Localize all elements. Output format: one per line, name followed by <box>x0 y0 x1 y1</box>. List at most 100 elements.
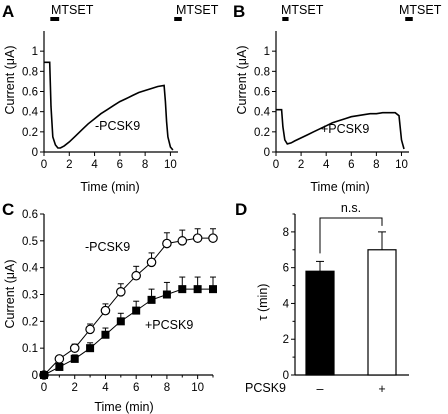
panel-d-y-tick-label: 8 <box>283 227 289 239</box>
panel-c-filled-line <box>43 288 213 376</box>
panel-a-trace <box>44 61 174 151</box>
panel-c-open-circle-point <box>192 233 203 243</box>
panel-c-open-circle-point <box>131 270 141 281</box>
panel-a-x-tick-label: 8 <box>142 159 148 171</box>
panel-b-mtset-bar <box>282 17 289 21</box>
panel-c: C Current (μA) Time (min) -PCSK9 +PCSK9 … <box>2 200 218 414</box>
panel-c-filled-square-point <box>55 362 64 371</box>
panel-c-filled-square-point <box>101 330 110 339</box>
panel-a-y-tick-label: 0.6 <box>22 87 38 99</box>
panel-d-y-tick-label: 2 <box>283 334 289 346</box>
panel-c-open-circle-point <box>100 305 111 316</box>
panel-b-annotation: +PCSK9 <box>321 122 369 136</box>
panel-c-x-tick-label: 10 <box>191 382 204 394</box>
panel-letter-a: A <box>2 2 14 21</box>
panel-c-y-tick-label: 0 <box>32 370 38 382</box>
panel-a-x-tick-label: 6 <box>117 159 123 171</box>
panel-b: B Current (μA) Time (min) +PCSK9 MTSET M… <box>233 2 442 194</box>
panel-c-x-tick-label: 0 <box>41 382 47 394</box>
panel-d-plot: 0 2 4 6 8 <box>283 213 409 382</box>
panel-c-filled-square-point <box>116 317 125 326</box>
panel-a-mtset-bar <box>50 17 60 21</box>
panel-c-x-tick-label: 6 <box>133 382 139 394</box>
panel-d-y-tick-label: 0 <box>283 370 289 382</box>
panel-d-ylabel: τ (min) <box>256 284 270 321</box>
panel-d-row-label: PCSK9 <box>245 381 286 395</box>
panel-b-x-tick-label: 8 <box>373 159 379 171</box>
panel-a-annotation: -PCSK9 <box>95 119 140 133</box>
panel-d: D τ (min) n.s. PCSK9 – + 0 2 4 6 8 <box>235 200 409 396</box>
panel-a: A Current (μA) Time (min) -PCSK9 MTSET M… <box>2 2 219 194</box>
panel-a-y-tick-label: 0.8 <box>22 66 38 78</box>
panel-a-plot: 00.20.40.60.810 2 4 6 8 10 <box>22 17 182 171</box>
panel-c-y-tick-label: 0.1 <box>22 343 38 355</box>
panel-b-x-tick-label: 4 <box>323 159 330 171</box>
panel-c-y-tick-label: 0.5 <box>22 236 38 248</box>
panel-c-filled-square-point <box>162 290 171 299</box>
panel-letter-d: D <box>235 200 247 219</box>
panel-c-filled-square-point <box>209 285 217 294</box>
panel-c-open-circle-point <box>177 236 188 246</box>
panel-c-open-circle-point <box>116 287 126 297</box>
panel-b-x-tick-label: 0 <box>273 159 279 171</box>
panel-c-filled-square-point <box>86 344 95 353</box>
panel-c-filled-square-point <box>40 371 48 379</box>
panel-d-bar-minus <box>305 270 335 376</box>
panel-c-open-circle-point <box>146 257 157 268</box>
panel-letter-b: B <box>233 2 245 21</box>
panel-letter-c: C <box>2 200 14 219</box>
panel-c-filled-square-point <box>70 354 79 363</box>
panel-c-open-circle-point <box>208 233 218 243</box>
panel-c-filled-square-point <box>193 285 202 294</box>
panel-c-annotation-filled: +PCSK9 <box>145 318 193 332</box>
panel-c-x-tick-label: 2 <box>72 382 78 394</box>
panel-b-y-tick-label: 1 <box>264 46 270 58</box>
panel-c-y-tick-label: 0.2 <box>22 316 38 328</box>
panel-c-filled-square-point <box>147 295 156 304</box>
panel-d-significance-bracket <box>319 217 383 254</box>
panel-a-ylabel: Current (μA) <box>3 45 17 114</box>
panel-a-mtset-label-right: MTSET <box>176 3 219 17</box>
panel-d-y-tick-label: 6 <box>283 263 289 275</box>
panel-b-mtset-bar <box>405 17 413 21</box>
panel-b-x-tick-label: 6 <box>348 159 354 171</box>
panel-d-y-tick-label: 4 <box>283 298 290 310</box>
panel-c-plot: 0 0.1 0.2 0.3 0.4 0.5 0.6 0 2 4 6 8 10 <box>22 209 218 394</box>
panel-b-y-tick-label: 0 <box>264 147 270 159</box>
panel-a-x-tick-label: 10 <box>164 159 177 171</box>
panel-c-open-circle-point <box>54 354 65 364</box>
panel-c-open-circle-point <box>69 343 80 353</box>
panel-b-mtset-label-left: MTSET <box>281 3 324 17</box>
panel-a-x-tick-label: 0 <box>41 159 47 171</box>
panel-b-y-tick-label: 0.6 <box>254 87 270 99</box>
panel-a-y-tick-label: 0.2 <box>22 127 38 139</box>
panel-b-ylabel: Current (μA) <box>235 45 249 114</box>
panel-c-y-tick-label: 0.6 <box>22 209 38 221</box>
panel-d-bar-plus <box>367 249 397 376</box>
panel-a-mtset-bar <box>174 17 182 21</box>
panel-c-filled-square-point <box>178 285 187 294</box>
panel-b-x-tick-label: 10 <box>395 159 408 171</box>
panel-a-mtset-label-left: MTSET <box>51 3 94 17</box>
panel-d-significance: n.s. <box>341 201 361 215</box>
panel-c-x-tick-label: 8 <box>164 382 170 394</box>
panel-c-annotation-open: -PCSK9 <box>85 240 130 254</box>
panel-c-xlabel: Time (min) <box>94 400 153 414</box>
panel-b-x-tick-label: 2 <box>298 159 304 171</box>
panel-a-y-tick-label: 0.4 <box>22 107 39 119</box>
panel-d-plus-label: + <box>378 382 385 396</box>
panel-c-open-circle-point <box>162 238 172 249</box>
panel-b-xlabel: Time (min) <box>310 180 369 194</box>
panel-a-x-tick-label: 2 <box>66 159 72 171</box>
panel-b-y-tick-label: 0.8 <box>254 66 270 78</box>
panel-a-xlabel: Time (min) <box>80 180 139 194</box>
panel-d-minus-label: – <box>317 382 324 396</box>
panel-c-ylabel: Current (μA) <box>3 259 17 328</box>
panel-c-filled-square-point <box>132 306 141 315</box>
panel-b-mtset-label-right: MTSET <box>399 3 442 17</box>
panel-c-y-tick-label: 0.3 <box>22 290 38 302</box>
panel-a-y-tick-label: 0 <box>32 147 38 159</box>
panel-a-x-tick-label: 4 <box>91 159 98 171</box>
panel-c-open-line <box>43 237 213 376</box>
